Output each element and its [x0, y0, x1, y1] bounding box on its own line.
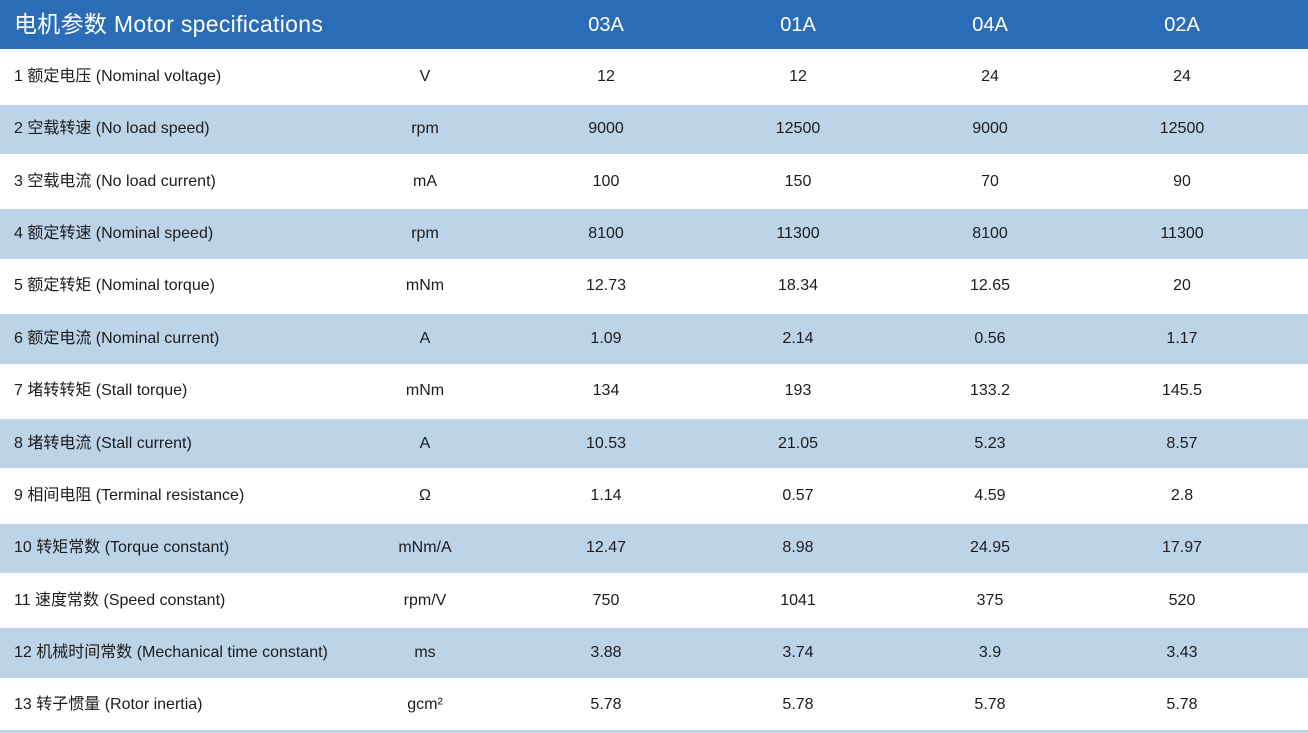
table-row: 8 堵转电流 (Stall current) A 10.53 21.05 5.2… [0, 415, 1308, 469]
table-row: 4 额定转速 (Nominal speed) rpm 8100 11300 81… [0, 206, 1308, 259]
row-value: 18.34 [777, 277, 819, 295]
row-unit: mA [413, 172, 437, 190]
row-value: 24 [1173, 68, 1191, 86]
row-label: 3 空载电流 (No load current) [14, 172, 216, 190]
table-title: 电机参数 Motor specifications [14, 11, 324, 38]
row-unit: Ω [419, 486, 431, 504]
row-value: 0.56 [974, 329, 1006, 347]
row-value: 8.98 [782, 539, 814, 557]
row-value: 12.73 [585, 277, 627, 295]
row-unit: mNm [405, 382, 445, 400]
table-row: 6 额定电流 (Nominal current) A 1.09 2.14 0.5… [0, 311, 1308, 364]
table-row: 11 速度常数 (Speed constant) rpm/V 750 1041 … [0, 572, 1308, 626]
row-value: 12500 [775, 120, 821, 138]
table-row: 10 转矩常数 (Torque constant) mNm/A 12.47 8.… [0, 520, 1308, 573]
row-value: 3.9 [978, 643, 1002, 661]
row-value: 1041 [780, 591, 816, 609]
table-row: 2 空载转速 (No load speed) rpm 9000 12500 90… [0, 101, 1308, 155]
row-value: 11300 [1160, 225, 1204, 243]
row-label: 4 额定转速 (Nominal speed) [14, 225, 214, 243]
row-value: 24.95 [969, 539, 1011, 557]
row-value: 21.05 [777, 434, 819, 452]
row-label: 7 堵转转矩 (Stall torque) [14, 382, 188, 400]
row-value: 12 [597, 68, 615, 86]
row-label: 2 空载转速 (No load speed) [14, 120, 210, 138]
row-value: 8100 [588, 225, 624, 243]
row-unit: rpm/V [403, 591, 447, 609]
table-header-row: 电机参数 Motor specifications 03A 01A 04A 02… [0, 0, 1308, 50]
row-label: 11 速度常数 (Speed constant) [14, 591, 226, 609]
row-value: 5.23 [974, 434, 1006, 452]
column-header-02A: 02A [1164, 13, 1200, 36]
row-value: 17.97 [1161, 539, 1203, 557]
row-value: 134 [592, 382, 620, 400]
row-value: 520 [1168, 591, 1196, 609]
column-header-01A: 01A [780, 13, 816, 36]
row-value: 0.57 [782, 486, 814, 504]
table-row: 5 额定转矩 (Nominal torque) mNm 12.73 18.34 … [0, 258, 1308, 312]
table-row: 13 转子惯量 (Rotor inertia) gcm² 5.78 5.78 5… [0, 677, 1308, 731]
row-value: 9000 [972, 120, 1008, 138]
row-value: 5.78 [1166, 696, 1198, 714]
table-row: 7 堵转转矩 (Stall torque) mNm 134 193 133.2 … [0, 363, 1308, 416]
row-value: 375 [976, 591, 1004, 609]
row-value: 3.74 [782, 643, 814, 661]
row-value: 2.8 [1170, 486, 1194, 504]
row-unit: ms [414, 643, 436, 661]
row-value: 12.47 [585, 539, 627, 557]
row-value: 1.14 [590, 486, 622, 504]
row-value: 100 [592, 172, 620, 190]
row-value: 1.09 [590, 329, 622, 347]
table-row: 12 机械时间常数 (Mechanical time constant) ms … [0, 625, 1308, 678]
row-unit: rpm [411, 120, 439, 138]
row-value: 20 [1173, 277, 1191, 295]
row-unit: A [419, 434, 431, 452]
next-row-edge-strip [0, 730, 1308, 733]
row-value: 150 [784, 172, 812, 190]
row-unit: rpm [411, 225, 439, 243]
row-value: 70 [981, 172, 999, 190]
row-value: 133.2 [969, 382, 1011, 400]
row-label: 6 额定电流 (Nominal current) [14, 329, 220, 347]
row-value: 8100 [972, 225, 1008, 243]
row-value: 12.65 [969, 277, 1011, 295]
row-value: 10.53 [585, 434, 627, 452]
row-value: 5.78 [974, 696, 1006, 714]
row-value: 750 [592, 591, 620, 609]
row-label: 9 相间电阻 (Terminal resistance) [14, 486, 245, 504]
row-value: 3.43 [1166, 643, 1198, 661]
row-label: 8 堵转电流 (Stall current) [14, 434, 192, 452]
table-row: 1 额定电压 (Nominal voltage) V 12 12 24 24 [0, 49, 1308, 102]
row-value: 90 [1173, 172, 1191, 190]
row-unit: V [419, 68, 431, 86]
row-label: 5 额定转矩 (Nominal torque) [14, 277, 215, 295]
row-value: 3.88 [590, 643, 622, 661]
column-header-04A: 04A [972, 13, 1008, 36]
row-value: 1.17 [1166, 329, 1198, 347]
row-label: 12 机械时间常数 (Mechanical time constant) [14, 643, 328, 661]
row-value: 9000 [588, 120, 624, 138]
row-unit: A [419, 329, 431, 347]
row-label: 1 额定电压 (Nominal voltage) [14, 68, 222, 86]
row-unit: mNm/A [398, 539, 452, 557]
row-value: 2.14 [782, 329, 814, 347]
table-row: 3 空载电流 (No load current) mA 100 150 70 9… [0, 154, 1308, 207]
row-value: 145.5 [1161, 382, 1203, 400]
row-unit: gcm² [407, 696, 443, 714]
row-label: 13 转子惯量 (Rotor inertia) [14, 696, 203, 714]
column-header-03A: 03A [588, 13, 624, 36]
row-value: 8.57 [1166, 434, 1198, 452]
row-unit: mNm [405, 277, 445, 295]
row-value: 5.78 [590, 696, 622, 714]
row-value: 4.59 [974, 486, 1006, 504]
row-label: 10 转矩常数 (Torque constant) [14, 539, 230, 557]
row-value: 12 [789, 68, 807, 86]
row-value: 12500 [1159, 120, 1205, 138]
row-value: 193 [784, 382, 812, 400]
row-value: 24 [981, 68, 999, 86]
table-row: 9 相间电阻 (Terminal resistance) Ω 1.14 0.57… [0, 468, 1308, 521]
row-value: 5.78 [782, 696, 814, 714]
row-value: 11300 [776, 225, 820, 243]
